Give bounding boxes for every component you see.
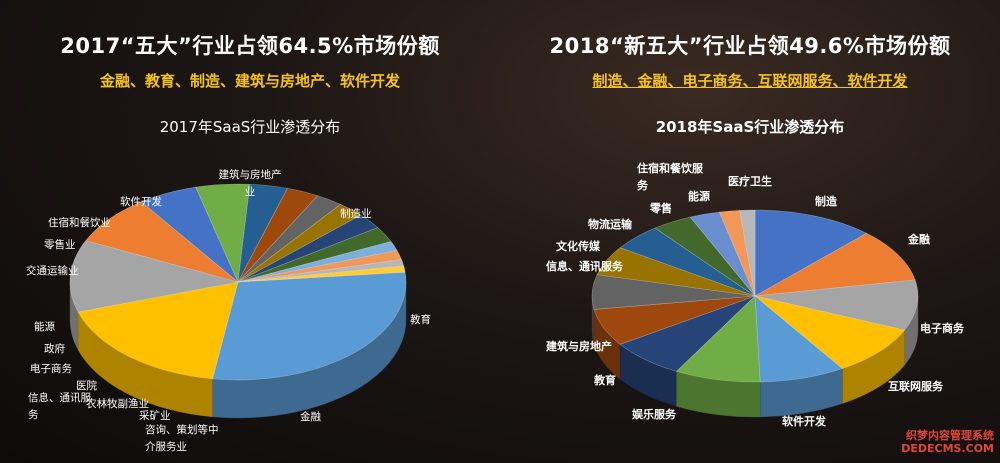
- pie-slice-0-12: [237, 241, 398, 283]
- pie-walls-0: [69, 281, 407, 419]
- right-panel: 2018“新五大”行业占领49.6%市场份额 制造、金融、电子商务、互联网服务、…: [500, 0, 1000, 463]
- pie-slice-1-5: [675, 295, 761, 383]
- slice-label-1-12-1: 务: [637, 178, 649, 192]
- pie-slice-0-8: [237, 195, 342, 283]
- right-subline: 制造、金融、电子商务、互联网服务、软件开发: [592, 72, 908, 90]
- slice-label-0-6: 零售业: [44, 238, 76, 251]
- pie-slice-1-13: [719, 210, 756, 297]
- slice-label-0-12: 医院: [76, 379, 97, 392]
- pie-slice-0-15: [237, 265, 406, 283]
- chart-title-2018: 2018年SaaS行业渗透分布: [655, 118, 845, 136]
- pie-slice-0-14: [237, 259, 405, 283]
- watermark-line2: DEDECMS.COM: [901, 442, 994, 455]
- slice-label-0-11-1: 务: [28, 408, 39, 421]
- slice-label-0-2: 制造业: [340, 207, 372, 220]
- right-headline: 2018“新五大”行业占领49.6%市场份额: [549, 34, 951, 58]
- slice-label-0-15-0: 咨询、策划等中: [145, 423, 219, 436]
- slice-label-1-11: 零售: [649, 201, 672, 215]
- pie-slice-1-2: [754, 279, 919, 331]
- slice-label-1-9: 文化传媒: [556, 239, 601, 253]
- pie-slice-0-5: [195, 183, 251, 284]
- slice-label-0-3-1: 业: [245, 186, 256, 198]
- pie-slice-1-9: [596, 247, 756, 297]
- left-headline: 2017“五大”行业占领64.5%市场份额: [60, 34, 440, 58]
- slice-label-1-6: 教育: [593, 373, 616, 387]
- pie-slice-1-8: [591, 274, 756, 310]
- slice-label-1-3: 互联网服务: [888, 379, 944, 393]
- slice-label-0-11-0: 信息、通讯服: [28, 391, 91, 404]
- slice-label-0-0: 金融: [300, 410, 321, 423]
- pie-slice-0-6: [237, 183, 288, 283]
- slice-label-0-14: 采矿业: [139, 409, 171, 422]
- pie-slice-1-0: [754, 209, 868, 297]
- pie-slice-0-13: [237, 250, 402, 283]
- pie-wall-0-1: [77, 311, 213, 418]
- pie-slice-0-11: [237, 227, 392, 283]
- slice-label-1-5: 娱乐服务: [632, 407, 677, 421]
- pie-slice-0-10: [237, 214, 379, 283]
- slice-label-0-3-0: 建筑与房地产: [219, 168, 282, 181]
- pie-slice-1-10: [619, 227, 756, 297]
- pie-slice-0-4: [140, 186, 239, 283]
- slice-label-1-14: 医疗卫生: [728, 174, 772, 188]
- pie-slice-0-0: [212, 271, 407, 381]
- pie-slice-1-4: [754, 295, 843, 383]
- slice-label-0-13: 农林牧副渔业: [86, 397, 149, 410]
- watermark: 织梦内容管理系统 DEDECMS.COM: [901, 429, 994, 455]
- slice-label-1-0: 制造: [815, 194, 838, 208]
- slice-label-0-8: 能源: [34, 320, 55, 333]
- slice-label-0-15-1: 介服务业: [145, 440, 187, 453]
- slice-label-1-8-0: 信息、通讯服务: [546, 259, 624, 273]
- left-panel: 2017“五大”行业占领64.5%市场份额 金融、教育、制造、建筑与房地产、软件…: [26, 34, 440, 453]
- slice-label-1-12-0: 住宿和餐饮服: [637, 161, 704, 175]
- slice-label-1-10: 物流运输: [588, 217, 633, 231]
- pie-slice-1-6: [619, 295, 756, 372]
- slice-label-0-1: 教育: [410, 313, 431, 326]
- pie-walls-1: [591, 295, 919, 418]
- pie-slice-0-1: [77, 281, 239, 380]
- pie-chart-2017: 金融 教育 制造业 建筑与房地产业软件开发住宿和餐饮业零售业交通运输业能源政府电子商务…: [26, 168, 431, 453]
- slice-label-0-9: 政府: [44, 342, 65, 355]
- pie-slice-0-7: [237, 188, 319, 283]
- slice-label-1-2: 电子商务: [920, 321, 965, 335]
- slice-label-0-10: 电子商务: [30, 362, 72, 375]
- slice-label-0-5: 住宿和餐饮业: [48, 216, 111, 229]
- slice-label-1-7: 建筑与房地产: [546, 339, 612, 353]
- left-subline: 金融、教育、制造、建筑与房地产、软件开发: [99, 72, 400, 90]
- pie-slice-1-11: [654, 216, 756, 297]
- slice-label-0-4: 软件开发: [120, 195, 162, 208]
- pie-slice-0-9: [237, 204, 362, 283]
- pie-slice-1-12: [689, 211, 756, 297]
- pie-labels-0: 金融 教育 制造业 建筑与房地产业软件开发住宿和餐饮业零售业交通运输业能源政府电子商务…: [26, 168, 431, 453]
- pie-slice-1-14: [739, 209, 756, 297]
- slice-label-0-7: 交通运输业: [26, 264, 79, 277]
- slice-label-1-4: 软件开发: [782, 414, 827, 428]
- pie-slice-1-3: [754, 295, 906, 369]
- slice-label-1-1: 金融: [907, 232, 930, 246]
- pie-slice-0-2: [69, 240, 239, 313]
- pie-wall-1-5: [676, 371, 761, 418]
- slice-label-1-13: 能源: [688, 189, 710, 203]
- watermark-line1: 织梦内容管理系统: [906, 429, 994, 442]
- pie-slice-0-3: [85, 201, 239, 283]
- chart-title-2017: 2017年SaaS行业渗透分布: [159, 118, 341, 136]
- pie-slice-1-1: [754, 232, 916, 297]
- pie-slice-1-7: [593, 295, 756, 345]
